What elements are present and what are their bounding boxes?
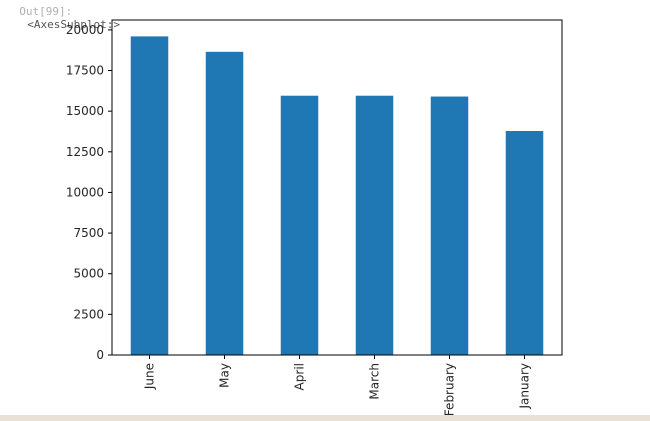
bar-january: [505, 130, 544, 355]
x-tick-label-january: January: [518, 363, 532, 410]
output-prompt: Out[99]: <AxesSubplot:>: [6, 0, 120, 31]
y-tick-label: 20000: [66, 23, 104, 37]
axes-repr-text: <AxesSubplot:>: [27, 18, 120, 31]
y-tick-label: 2500: [73, 307, 104, 321]
bars-group: [130, 36, 544, 356]
output-prompt-label: Out[99]:: [19, 5, 73, 18]
bar-may: [205, 51, 244, 355]
y-tick-label: 7500: [73, 226, 104, 240]
bottom-strip: [0, 415, 650, 421]
y-tick-label: 12500: [66, 145, 104, 159]
bar-march: [355, 95, 394, 356]
x-tick-label-may: May: [218, 363, 232, 388]
x-axis-ticks: June May April March February January: [143, 355, 532, 416]
x-tick-label-april: April: [293, 363, 307, 390]
axes-frame: [111, 19, 563, 356]
y-tick-label: 10000: [66, 185, 104, 199]
x-tick-label-march: March: [368, 363, 382, 400]
y-axis-ticks: 0 2500 5000 7500 10000 12500 15000 17500 20000: [66, 23, 112, 362]
y-tick-label: 15000: [66, 104, 104, 118]
bar-april: [280, 95, 319, 356]
y-tick-label: 5000: [73, 267, 104, 281]
bar-february: [430, 96, 469, 356]
y-tick-label: 17500: [66, 64, 104, 78]
y-tick-label: 0: [96, 348, 104, 362]
x-tick-label-june: June: [143, 363, 157, 390]
bar-june: [130, 36, 169, 356]
x-tick-label-february: February: [443, 363, 457, 416]
